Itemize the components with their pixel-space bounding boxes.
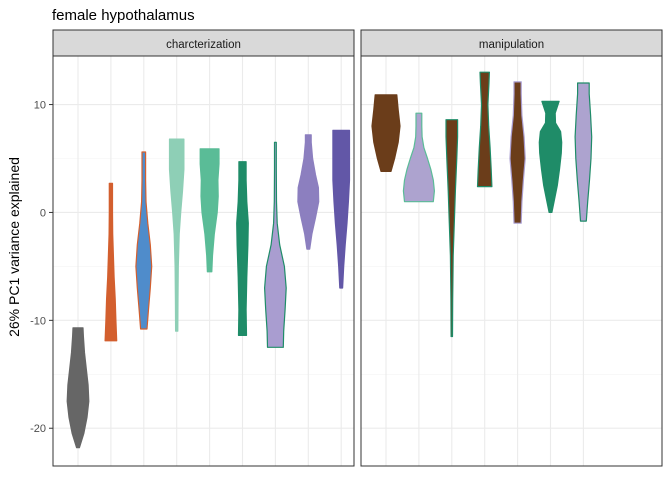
y-tick-label: 10 — [34, 100, 46, 112]
violin-7 — [264, 141, 287, 348]
violin-1 — [371, 94, 401, 172]
panel-grid — [361, 56, 662, 466]
y-axis-label: 26% PC1 variance explained — [6, 157, 22, 337]
violin-6 — [236, 161, 249, 336]
violin-3 — [135, 151, 153, 330]
y-tick-label: -20 — [30, 423, 46, 435]
violin-4 — [168, 138, 185, 332]
violin-7 — [574, 82, 593, 222]
violin-2 — [402, 112, 435, 203]
panel-background — [361, 56, 662, 466]
panel-label-manipulation: manipulation — [479, 39, 544, 51]
violin-4 — [476, 71, 493, 188]
panel-label-charcterization: charcterization — [166, 39, 241, 51]
violin-1 — [66, 327, 90, 449]
violin-5 — [509, 81, 526, 224]
panel-strip-charcterization — [52, 29, 355, 57]
violin-2 — [104, 182, 118, 342]
y-tick-label: 0 — [40, 207, 46, 219]
panel-manipulation: manipulation — [360, 29, 663, 467]
violin-9 — [332, 129, 351, 289]
violin-group — [66, 129, 351, 449]
panel-border — [360, 55, 663, 467]
violin-group — [371, 71, 593, 338]
violin-8 — [297, 134, 320, 250]
y-axis-ticks: 10 0 -10 -20 — [30, 100, 53, 435]
violin-3 — [445, 119, 459, 338]
panel-grid — [53, 56, 354, 466]
y-tick-label: -10 — [30, 315, 46, 327]
violin-5 — [199, 148, 220, 273]
panel-background — [53, 56, 354, 466]
chart-title: female hypothalamus — [52, 7, 195, 24]
violin-6 — [538, 100, 563, 213]
panel-border — [52, 55, 355, 467]
panel-charcterization: charcterization — [52, 29, 355, 467]
